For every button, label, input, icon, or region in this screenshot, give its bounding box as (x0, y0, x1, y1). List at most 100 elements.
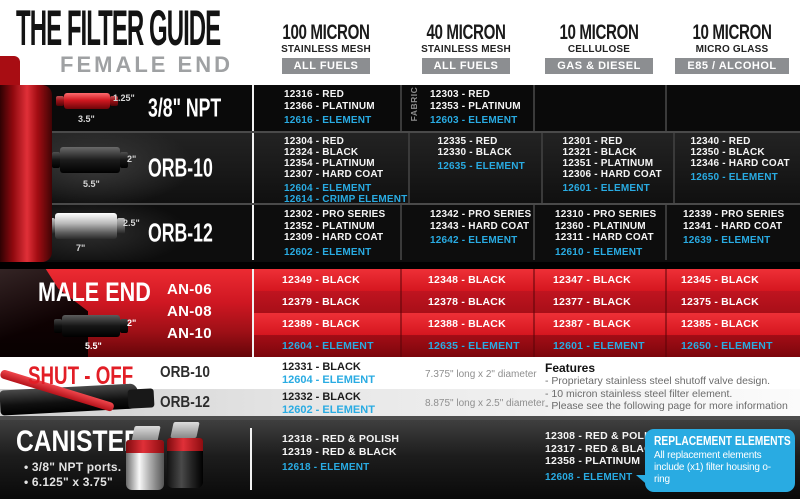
shutoff-orb10-label: ORB-10 (160, 364, 210, 381)
cell-orb12-10micron-cellulose: 12310 - PRO SERIES 12360 - PLATINUM 12311 … (533, 205, 665, 260)
shutoff-orb12-parts: 12332 - BLACK 12602 - ELEMENT (282, 391, 375, 416)
female-end-heading: FEMALE END (60, 52, 233, 77)
fuel-badge: ALL FUELS (421, 58, 511, 74)
page-title: THE FILTER GUIDE (16, 0, 221, 56)
part-numbers: 12303 - RED 12353 - PLATINUM (430, 89, 533, 112)
column-media-label: STAINLESS MESH (281, 44, 371, 55)
cell-orb10-10micron-cellulose: 12301 - RED 12321 - BLACK 12351 - PLATINUM… (540, 133, 673, 203)
list-line: 12304 - RED (284, 136, 345, 147)
shutoff-heading: SHUT - OFF (28, 362, 134, 390)
list-line: 12603 - ELEMENT (430, 115, 518, 126)
column-media-label: CELLULOSE (567, 44, 631, 55)
list-line: 12350 - BLACK (690, 147, 765, 158)
dimension-height: 2" (127, 154, 137, 164)
list-line: 12317 - RED & BLACK (545, 442, 660, 455)
part-numbers: 12342 - PRO SERIES 12343 - HARD COAT (430, 209, 533, 232)
an06-label: AN-06 (167, 281, 212, 298)
shutoff-orb12-label: ORB-12 (160, 394, 210, 411)
dimension-length: 5.5" (85, 341, 102, 351)
part-number: 12379 - BLACK (282, 296, 360, 308)
list-line: 12308 - RED & POLISH (545, 430, 663, 442)
element-numbers: 12610 - ELEMENT (555, 247, 665, 259)
part-number: 12348 - BLACK (400, 269, 533, 291)
element-numbers: 12639 - ELEMENT (683, 235, 800, 247)
element-numbers: 12603 - ELEMENT (430, 115, 533, 127)
row-npt: 1.25" 3.5" 3/8" NPT 12316 - RED 12366 - P… (0, 85, 800, 133)
row-label-cell: 1.25" 3.5" 3/8" NPT (0, 85, 252, 131)
part-number: 12347 - BLACK (533, 269, 665, 291)
list-line: 12616 - ELEMENT (284, 115, 372, 126)
part-number: 12375 - BLACK (665, 291, 800, 313)
header: THE FILTER GUIDE FEMALE END 100 MICRON S… (0, 0, 800, 85)
list-line: 12650 - ELEMENT (690, 172, 778, 183)
fabric-note: FABRIC (409, 86, 419, 122)
list-line: 12358 - PLATINUM (545, 455, 641, 467)
part-number: 12387 - BLACK (533, 313, 665, 335)
list-line: 12335 - RED (437, 136, 498, 147)
list-line: 12610 - ELEMENT (555, 246, 643, 258)
list-line: 12614 - CRIMP ELEMENT (284, 194, 408, 205)
male-end-section: MALE END AN-06 AN-08 AN-10 2" 5.5" 12349… (0, 262, 800, 357)
fuel-badge: E85 / ALCOHOL (675, 58, 789, 74)
column-micron-label: 100 MICRON (282, 21, 370, 44)
shutoff-section: SHUT - OFF ORB-10 12331 - BLACK 12604 - … (0, 357, 800, 420)
element-number: 12604 - ELEMENT (282, 340, 374, 352)
list-line: 12342 - PRO SERIES (430, 209, 532, 220)
male-row-an08: 12379 - BLACK 12378 - BLACK 12377 - BLAC… (254, 291, 800, 313)
row-name: ORB-10 (148, 152, 213, 183)
column-micron-label: 10 MICRON (692, 21, 772, 44)
dimension-height: 2.5" (123, 218, 140, 228)
cell-orb10-10micron-microglass: 12340 - RED 12350 - BLACK 12346 - HARD COA… (672, 133, 800, 203)
list-line: 12602 - ELEMENT (284, 246, 372, 258)
part-numbers: 12335 - RED 12330 - BLACK (438, 136, 541, 158)
list-line: 12366 - PLATINUM (284, 100, 375, 112)
shutoff-orb12-size: 8.875" long x 2.5" diameter (425, 398, 545, 409)
cell-canister-100micron: 12318 - RED & POLISH 12319 - RED & BLACK … (282, 433, 399, 474)
orb10-filter-photo (60, 147, 120, 173)
row-name: 3/8" NPT (148, 92, 222, 123)
cell-npt-10micron-microglass (665, 85, 800, 131)
canister-heading: CANISTER (16, 425, 142, 458)
male-end-label-panel: MALE END AN-06 AN-08 AN-10 2" 5.5" (0, 269, 252, 357)
element-numbers: 12604 - ELEMENT 12614 - CRIMP ELEMENT (284, 183, 408, 205)
canister-bracket-photo (170, 422, 200, 438)
list-line: 12604 - ELEMENT (284, 183, 372, 194)
canister-polish-photo (126, 440, 164, 490)
column-media-label: MICRO GLASS (695, 44, 769, 55)
canister-specs: • 3/8" NPT ports. • 6.125" x 3.75" (24, 460, 121, 490)
element-number: 12601 - ELEMENT (533, 335, 665, 357)
male-row-an10: 12389 - BLACK 12388 - BLACK 12387 - BLAC… (254, 313, 800, 335)
list-line: 12330 - BLACK (437, 147, 512, 158)
part-number: 12349 - BLACK (282, 274, 360, 286)
list-line: 12352 - PLATINUM (284, 220, 375, 232)
list-line: - Please see the following page for more… (545, 400, 788, 412)
canister-black-photo (167, 438, 203, 488)
fuel-badge: GAS & DIESEL (545, 58, 653, 74)
element-numbers: 12602 - ELEMENT (284, 247, 400, 259)
canister-section: CANISTER • 3/8" NPT ports. • 6.125" x 3.7… (0, 420, 800, 499)
shutoff-orb10-parts: 12331 - BLACK 12604 - ELEMENT (282, 361, 375, 386)
list-line: 12324 - BLACK (284, 147, 359, 158)
features-list: - Proprietary stainless steel shutoff va… (545, 375, 788, 413)
part-numbers: 12316 - RED 12366 - PLATINUM (284, 89, 400, 112)
column-header-10-micron-cellulose: 10 MICRON CELLULOSE GAS & DIESEL (529, 22, 669, 74)
element-numbers: 12635 - ELEMENT (438, 161, 541, 172)
element-number: 12635 - ELEMENT (400, 335, 533, 357)
list-line: 12340 - RED (690, 136, 751, 147)
male-row-elements: 12604 - ELEMENT 12635 - ELEMENT 12601 - … (254, 335, 800, 357)
part-numbers: 12308 - RED & POLISH 12317 - RED & BLACK 1… (545, 430, 662, 468)
element-numbers: 12618 - ELEMENT (282, 462, 399, 474)
list-line: • 3/8" NPT ports. (24, 460, 122, 474)
list-line: 12341 - HARD COAT (683, 220, 783, 232)
features-block: Features - Proprietary stainless steel s… (545, 361, 788, 413)
part-numbers: 12340 - RED 12350 - BLACK 12346 - HARD COA… (691, 136, 800, 169)
row-label-cell: 2.5" 7" ORB-12 (0, 205, 252, 260)
element-numbers: 12601 - ELEMENT (563, 183, 673, 194)
list-line: - 10 micron stainless steel filter eleme… (545, 387, 733, 400)
list-line: 12303 - RED (430, 89, 491, 100)
column-micron-label: 10 MICRON (559, 21, 639, 44)
list-line: 12353 - PLATINUM (430, 100, 521, 112)
part-numbers: 12310 - PRO SERIES 12360 - PLATINUM 12311 … (555, 209, 665, 244)
element-numbers: 12616 - ELEMENT (284, 115, 400, 127)
list-line: 12309 - HARD COAT (284, 232, 384, 243)
